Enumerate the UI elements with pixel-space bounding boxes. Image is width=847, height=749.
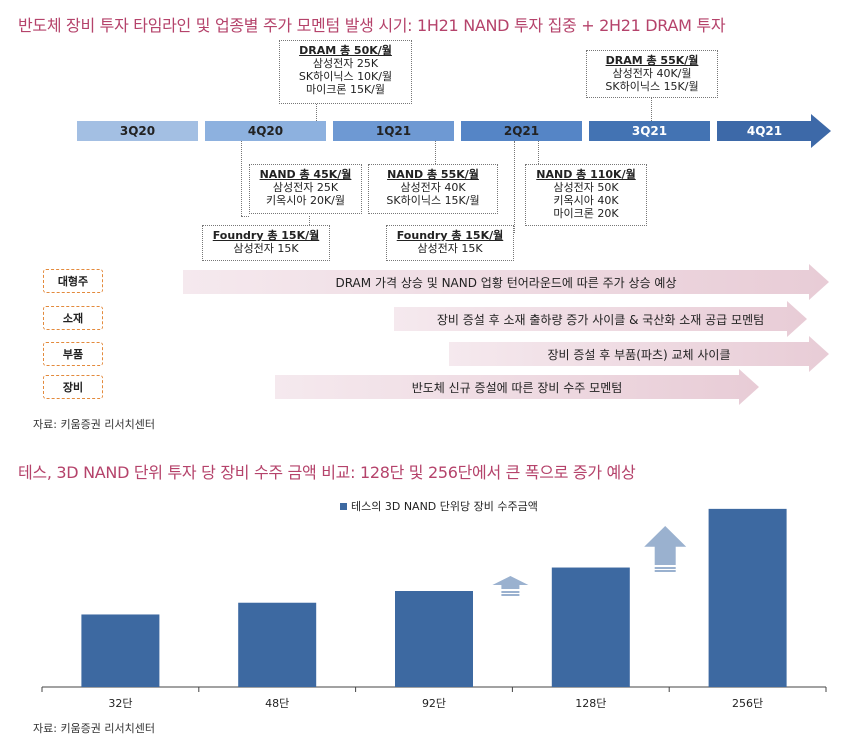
- momentum-text: 반도체 신규 증설에 따른 장비 수주 모멘텀: [411, 380, 623, 395]
- bar: [708, 508, 787, 687]
- annotation-line: 삼성전자 40K: [400, 181, 466, 194]
- annotation-nand-1q21: NAND 총 55K/월 삼성전자 40K SK하이닉스 15K/월: [368, 164, 498, 214]
- connector: [514, 141, 515, 233]
- momentum-text: 장비 증설 후 소재 출하량 증가 사이클 & 국산화 소재 공급 모멘텀: [436, 312, 765, 327]
- quarter-label: 4Q20: [247, 124, 284, 138]
- annotation-head: NAND 총 55K/월: [387, 168, 479, 181]
- annotation-head: NAND 총 45K/월: [259, 168, 352, 181]
- annotation-dram-3q21: DRAM 총 55K/월 삼성전자 40K/월 SK하이닉스 15K/월: [586, 50, 718, 98]
- annotation-line: 삼성전자 15K: [417, 242, 483, 255]
- timeline-arrowhead: [811, 114, 831, 148]
- x-tick-label: 92단: [422, 697, 446, 710]
- category-parts: 부품: [43, 342, 103, 366]
- bar: [551, 567, 630, 687]
- bar: [395, 591, 473, 687]
- increase-arrow-icon: [644, 526, 687, 572]
- momentum-band-parts: 장비 증설 후 부품(파츠) 교체 사이클: [449, 336, 829, 372]
- connector: [316, 104, 317, 121]
- annotation-line: 키옥시아 20K/월: [265, 194, 345, 207]
- momentum-text: DRAM 가격 상승 및 NAND 업황 턴어라운드에 따른 주가 상승 예상: [335, 275, 677, 290]
- annotation-line: SK하이닉스 15K/월: [605, 80, 699, 93]
- quarter-label: 1Q21: [375, 124, 412, 138]
- annotation-line: 삼성전자 25K: [312, 57, 379, 70]
- connector: [241, 216, 249, 217]
- bar: [81, 614, 160, 687]
- quarter-label: 2Q21: [503, 124, 540, 138]
- increase-arrow-icon: [492, 576, 529, 596]
- annotation-line: 삼성전자 15K: [233, 242, 299, 255]
- x-tick-label: 48단: [265, 697, 289, 710]
- timeline-title: 반도체 장비 투자 타임라인 및 업종별 주가 모멘텀 발생 시기: 1H21 …: [18, 16, 726, 35]
- category-label: 대형주: [57, 275, 89, 288]
- connector: [241, 141, 242, 216]
- momentum-band-large-cap: DRAM 가격 상승 및 NAND 업황 턴어라운드에 따른 주가 상승 예상: [183, 264, 829, 300]
- quarter-label: 4Q21: [746, 124, 783, 138]
- chart-legend: 테스의 3D NAND 단위당 장비 수주금액: [340, 498, 538, 514]
- connector: [435, 141, 436, 164]
- bar: [238, 602, 317, 687]
- annotation-dram-1q21: DRAM 총 50K/월 삼성전자 25K SK하이닉스 10K/월 마이크론 …: [279, 40, 412, 104]
- annotation-line: SK하이닉스 15K/월: [386, 194, 480, 207]
- annotation-head: Foundry 총 15K/월: [396, 229, 504, 242]
- momentum-text: 장비 증설 후 부품(파츠) 교체 사이클: [547, 347, 731, 362]
- annotation-line: 삼성전자 40K/월: [612, 67, 692, 80]
- annotation-nand-4q20: NAND 총 45K/월 삼성전자 25K 키옥시아 20K/월: [249, 164, 362, 214]
- timeline-segment-3q21: 3Q21: [589, 121, 710, 141]
- annotation-head: NAND 총 110K/월: [536, 168, 636, 181]
- annotation-foundry-4q20: Foundry 총 15K/월 삼성전자 15K: [202, 225, 330, 261]
- connector: [309, 216, 310, 225]
- legend-swatch: [340, 502, 347, 510]
- annotation-line: 삼성전자 25K: [272, 181, 339, 194]
- annotation-line: SK하이닉스 10K/월: [298, 70, 393, 83]
- category-label: 소재: [62, 312, 84, 325]
- timeline-segment-3q20: 3Q20: [77, 121, 198, 141]
- x-tick-label: 256단: [732, 697, 763, 710]
- annotation-head: DRAM 총 55K/월: [605, 54, 699, 67]
- annotation-line: 마이크론 20K: [553, 207, 619, 220]
- category-equipment: 장비: [43, 375, 103, 399]
- annotation-line: 마이크론 15K/월: [305, 83, 385, 96]
- x-tick-label: 128단: [575, 697, 606, 710]
- timeline-segment-2q21: 2Q21: [461, 121, 582, 141]
- timeline-segment-1q21: 1Q21: [333, 121, 454, 141]
- category-large-cap: 대형주: [43, 269, 103, 293]
- connector: [538, 141, 539, 164]
- momentum-band-materials: 장비 증설 후 소재 출하량 증가 사이클 & 국산화 소재 공급 모멘텀: [394, 301, 807, 337]
- category-label: 부품: [62, 348, 84, 361]
- timeline-segment-4q21: 4Q21: [717, 121, 812, 141]
- quarter-label: 3Q21: [631, 124, 668, 138]
- legend-label: 테스의 3D NAND 단위당 장비 수주금액: [351, 500, 538, 513]
- source-note-1: 자료: 키움증권 리서치센터: [33, 418, 156, 431]
- annotation-line: 키옥시아 40K: [553, 194, 619, 207]
- annotation-foundry-2q21: Foundry 총 15K/월 삼성전자 15K: [386, 225, 514, 261]
- momentum-band-equipment: 반도체 신규 증설에 따른 장비 수주 모멘텀: [275, 369, 759, 405]
- annotation-head: Foundry 총 15K/월: [212, 229, 320, 242]
- timeline-segment-4q20: 4Q20: [205, 121, 326, 141]
- annotation-line: 삼성전자 50K: [553, 181, 619, 194]
- source-note-2: 자료: 키움증권 리서치센터: [33, 722, 156, 735]
- quarter-label: 3Q20: [119, 124, 156, 138]
- annotation-nand-2q21: NAND 총 110K/월 삼성전자 50K 키옥시아 40K 마이크론 20K: [525, 164, 647, 226]
- chart-title: 테스, 3D NAND 단위 투자 당 장비 수주 금액 비교: 128단 및 …: [18, 463, 636, 482]
- x-tick-label: 32단: [108, 697, 132, 710]
- annotation-head: DRAM 총 50K/월: [299, 44, 392, 57]
- category-materials: 소재: [43, 306, 103, 330]
- category-label: 장비: [62, 381, 84, 394]
- connector: [651, 97, 652, 121]
